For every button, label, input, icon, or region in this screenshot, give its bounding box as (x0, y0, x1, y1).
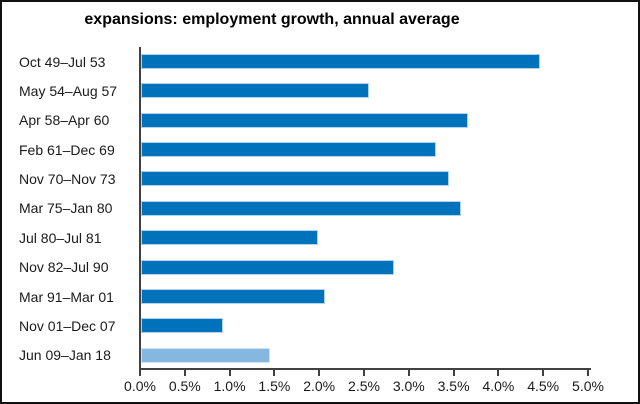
bar (141, 259, 394, 275)
x-axis-tick (228, 370, 231, 376)
x-axis-tick (363, 370, 365, 376)
x-axis-tick-label: 4.5% (527, 378, 560, 394)
bar (141, 200, 461, 216)
bar-row (141, 47, 589, 76)
bar-row (141, 341, 589, 370)
category-label: Nov 70–Nov 73 (19, 171, 116, 188)
category-label: Mar 91–Mar 01 (19, 288, 114, 305)
category-label: Nov 01–Dec 07 (19, 317, 116, 334)
category-axis: Oct 49–Jul 53 May 54–Aug 57 Apr 58–Apr 60 F… (2, 47, 139, 370)
x-axis-tick-label: 1.0% (213, 378, 246, 394)
bar-row (141, 135, 589, 164)
bar-row (141, 253, 589, 282)
x-axis-tick (542, 370, 545, 376)
bar (141, 230, 319, 246)
x-axis-tick (139, 370, 141, 376)
x-axis-tick (452, 370, 455, 376)
x-axis-tick-label: 1.5% (258, 378, 291, 394)
x-axis-tick (407, 370, 410, 376)
x-axis-tick-label: 0.5% (168, 378, 201, 394)
x-axis-tick (318, 370, 321, 376)
bar-row (141, 164, 589, 193)
category-label: Mar 75–Jan 80 (19, 200, 113, 217)
bar-row (141, 223, 589, 252)
x-axis-tick-label: 0.0% (124, 378, 156, 394)
bar-row (141, 76, 589, 105)
bar (141, 142, 436, 158)
x-axis-ticks (139, 370, 592, 376)
bar (141, 288, 325, 304)
category-label: Nov 82–Jul 90 (19, 259, 109, 276)
x-axis-tick-label: 3.5% (437, 378, 470, 394)
category-label: Apr 58–Apr 60 (19, 112, 110, 129)
x-axis-tick (183, 370, 186, 376)
x-axis-tick-label: 2.5% (348, 378, 380, 394)
category-label: Feb 61–Dec 69 (19, 141, 115, 158)
x-axis-tick-label: 2.0% (303, 378, 336, 394)
x-axis-tick-label: 4.0% (482, 378, 515, 394)
category-label: Jun 09–Jan 18 (19, 347, 111, 364)
x-axis-tick (273, 370, 276, 376)
bar-row (141, 194, 589, 223)
x-axis-tick (587, 370, 589, 376)
x-axis-tick-label: 5.0% (572, 378, 604, 394)
bar-row (141, 311, 589, 340)
category-label: May 54–Aug 57 (19, 83, 118, 100)
category-label: Jul 80–Jul 81 (19, 229, 102, 246)
chart-title: expansions: employment growth, annual av… (84, 11, 460, 28)
x-axis-tick-labels: 0.0% 0.5% 1.0% 1.5% 2.0% 2.5% 3.0% 3.5% 4.0% 4.5%… (124, 378, 604, 396)
x-axis-tick (497, 370, 500, 376)
bar (141, 83, 370, 99)
bar (141, 54, 540, 69)
bar-row (141, 106, 589, 135)
bar (141, 318, 223, 334)
x-axis-tick-label: 3.0% (392, 378, 425, 394)
bar-row (141, 282, 589, 311)
bar (141, 112, 469, 128)
plot-area (139, 47, 591, 370)
category-label: Oct 49–Jul 53 (19, 53, 106, 70)
bar (141, 171, 450, 187)
bar-highlighted (141, 347, 271, 363)
